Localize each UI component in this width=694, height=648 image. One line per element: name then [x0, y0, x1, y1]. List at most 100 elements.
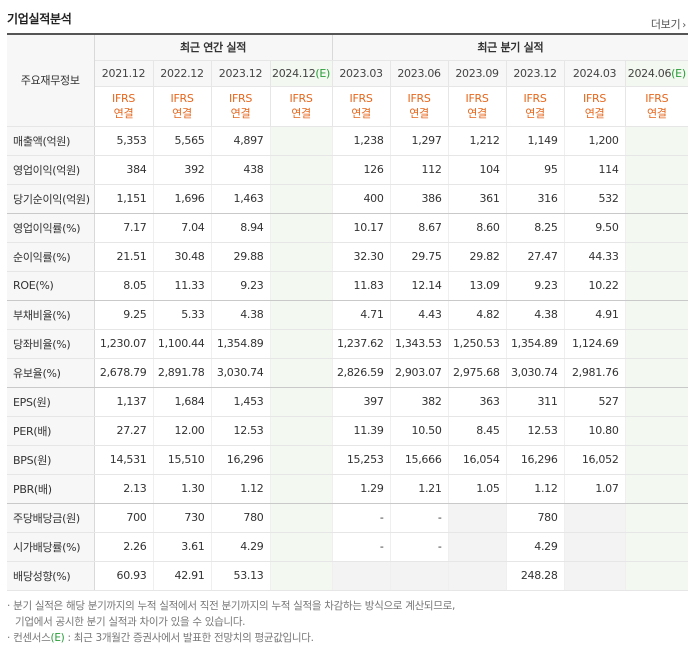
- table-cell: [624, 155, 689, 185]
- table-cell: 16,296: [210, 445, 270, 475]
- consolidated-label: 연결: [291, 107, 311, 120]
- table-cell: [624, 300, 689, 330]
- table-row: PBR(배) 2.13 1.30 1.12 1.29 1.21 1.05 1.12 1.07: [7, 474, 689, 504]
- table-cell: [563, 503, 626, 533]
- table-cell: 12.53: [505, 416, 565, 446]
- table-cell: 1.12: [210, 474, 270, 504]
- table-cell: 248.28: [505, 561, 565, 591]
- table-cell: 44.33: [563, 242, 626, 272]
- table-cell: 16,296: [505, 445, 565, 475]
- ifrs-label: IFRS: [349, 92, 373, 105]
- table-cell: 1,100.44: [152, 329, 211, 359]
- table-row: PER(배) 27.27 12.00 12.53 11.39 10.50 8.45 12.53…: [7, 416, 689, 446]
- chevron-right-icon: ›: [682, 20, 686, 31]
- table-cell: 4.82: [447, 300, 507, 330]
- table-cell: [269, 561, 333, 591]
- table-cell: 1,297: [389, 126, 449, 156]
- ifrs-label: IFRS: [229, 92, 252, 105]
- ifrs-label: IFRS: [112, 92, 135, 105]
- table-row: 당기순이익(억원) 1,151 1,696 1,463 400 386 361 316 532: [7, 184, 689, 214]
- table-cell: 527: [563, 387, 626, 417]
- period-label: 2023.09: [455, 66, 499, 80]
- footnote-1: · 분기 실적은 해당 분기까지의 누적 실적에서 직전 분기까지의 누적 실적…: [7, 600, 456, 612]
- table-row: 시가배당률(%) 2.26 3.61 4.29- -4.29: [7, 532, 689, 562]
- table-cell: 2,826.59: [331, 358, 391, 388]
- table-cell: 10.80: [563, 416, 626, 446]
- table-cell: 15,253: [331, 445, 391, 475]
- ifrs-label: IFRS: [465, 92, 489, 105]
- table-cell: -: [389, 503, 449, 533]
- table-cell: 1,212: [447, 126, 507, 156]
- table-cell: 2.26: [94, 532, 153, 562]
- table-row: 주당배당금(원) 700 730 780- -780: [7, 503, 689, 533]
- table-cell: 1,684: [152, 387, 211, 417]
- row-label: 시가배당률(%): [7, 532, 95, 562]
- table-cell: 8.67: [389, 213, 449, 243]
- table-cell: 438: [210, 155, 270, 185]
- row-label: 영업이익률(%): [7, 213, 95, 243]
- period-header: 2023.12: [505, 60, 565, 87]
- table-cell: 311: [505, 387, 565, 417]
- table-cell: 2,891.78: [152, 358, 211, 388]
- table-row: 배당성향(%) 60.93 42.91 53.13 248.28: [7, 561, 689, 591]
- table-row: 영업이익률(%) 7.17 7.04 8.94 10.17 8.67 8.60 8.25 9.5…: [7, 213, 689, 243]
- table-cell: 361: [447, 184, 507, 214]
- consolidated-label: 연결: [351, 107, 371, 120]
- table-cell: 1.30: [152, 474, 211, 504]
- footnote-2-estimate-mark: (E): [50, 632, 65, 644]
- row-label: 매출액(억원): [7, 126, 95, 156]
- table-cell: [624, 213, 689, 243]
- table-cell: 10.22: [563, 271, 626, 301]
- table-cell: 1,250.53: [447, 329, 507, 359]
- table-cell: 2,981.76: [563, 358, 626, 388]
- row-label: 당기순이익(억원): [7, 184, 95, 214]
- period-header: 2024.03: [563, 60, 626, 87]
- table-cell: 15,510: [152, 445, 211, 475]
- footnote-1-text: 분기 실적은 해당 분기까지의 누적 실적에서 직전 분기까지의 누적 실적을 …: [13, 600, 456, 612]
- table-cell: 14,531: [94, 445, 153, 475]
- table-cell: 4,897: [210, 126, 270, 156]
- table-cell: 1,696: [152, 184, 211, 214]
- period-label: 2022.12: [160, 66, 204, 80]
- estimate-mark: (E): [315, 66, 331, 80]
- table-cell: 29.88: [210, 242, 270, 272]
- table-cell: [269, 242, 333, 272]
- table-cell: 1,354.89: [210, 329, 270, 359]
- period-header: 2023.12: [210, 60, 270, 87]
- table-cell: [624, 271, 689, 301]
- table-cell: 2,903.07: [389, 358, 449, 388]
- more-link[interactable]: 더보기 ›: [651, 16, 686, 32]
- consolidated-label: 연결: [646, 107, 667, 120]
- table-cell: 9.23: [505, 271, 565, 301]
- row-label: 주당배당금(원): [7, 503, 95, 533]
- consolidated-label: 연결: [467, 107, 487, 120]
- table-cell: 53.13: [210, 561, 270, 591]
- table-cell: 780: [210, 503, 270, 533]
- table-cell: 30.48: [152, 242, 211, 272]
- table-cell: 1,453: [210, 387, 270, 417]
- table-cell: 8.05: [94, 271, 153, 301]
- table-cell: 4.43: [389, 300, 449, 330]
- row-label: 영업이익(억원): [7, 155, 95, 185]
- table-cell: 5,353: [94, 126, 153, 156]
- table-cell: 126: [331, 155, 391, 185]
- table-cell: [624, 561, 689, 591]
- footnote-2-prefix: 컨센서스: [13, 632, 51, 644]
- row-label: 배당성향(%): [7, 561, 95, 591]
- table-cell: 1,137: [94, 387, 153, 417]
- table-cell: 9.50: [563, 213, 626, 243]
- ifrs-basis: IFRS 연결: [624, 86, 689, 127]
- table-cell: 1.05: [447, 474, 507, 504]
- ifrs-label: IFRS: [407, 92, 431, 105]
- table-cell: 1,238: [331, 126, 391, 156]
- table-cell: [563, 532, 626, 562]
- period-header: 2021.12: [94, 60, 153, 87]
- period-header: 2023.09: [447, 60, 507, 87]
- table-cell: [269, 358, 333, 388]
- table-cell: 1.21: [389, 474, 449, 504]
- table-cell: 1,230.07: [94, 329, 153, 359]
- table-cell: 400: [331, 184, 391, 214]
- period-header: 2023.03: [331, 60, 391, 87]
- period-label: 2024.12: [272, 66, 316, 80]
- period-label: 2023.12: [218, 66, 263, 80]
